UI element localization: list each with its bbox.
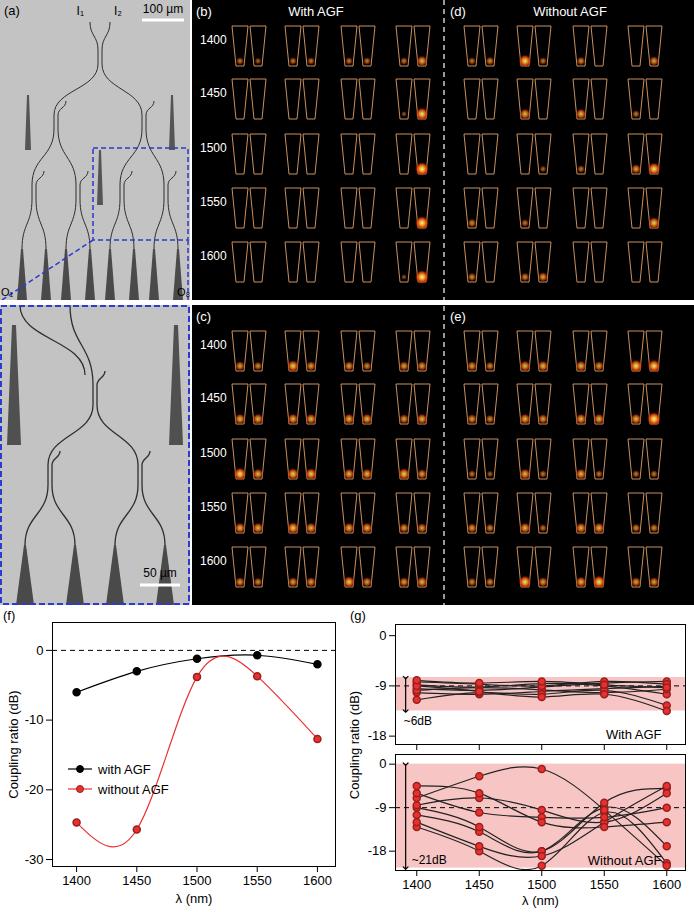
svg-text:50 µm: 50 µm: [143, 566, 177, 580]
html-text:(g): (g): [350, 608, 366, 623]
svg-text:With AGF: With AGF: [288, 4, 344, 19]
svg-text:1600: 1600: [303, 873, 332, 888]
svg-text:1400: 1400: [62, 873, 91, 888]
svg-text:Without AGF: Without AGF: [588, 853, 662, 868]
svg-text:1500: 1500: [200, 446, 227, 460]
svg-text:1500: 1500: [200, 141, 227, 155]
svg-text:~21dB: ~21dB: [412, 853, 447, 867]
svg-text:-18: -18: [368, 728, 387, 743]
svg-text:100 µm: 100 µm: [143, 2, 183, 16]
svg-text:-9: -9: [375, 800, 387, 815]
svg-text:-18: -18: [368, 843, 387, 858]
svg-text:(a): (a): [4, 3, 20, 18]
svg-text:1400: 1400: [402, 877, 431, 892]
svg-text:1550: 1550: [200, 195, 227, 209]
svg-text:0: 0: [379, 756, 386, 771]
svg-text:1550: 1550: [590, 877, 619, 892]
svg-text:(b): (b): [196, 4, 212, 19]
svg-text:without AGF: without AGF: [97, 782, 169, 797]
svg-text:With AGF: With AGF: [606, 727, 662, 742]
svg-text:O₈: O₈: [177, 286, 190, 298]
svg-text:1500: 1500: [527, 877, 556, 892]
svg-text:(d): (d): [450, 4, 466, 19]
svg-text:1450: 1450: [122, 873, 151, 888]
svg-text:-10: -10: [25, 712, 44, 727]
svg-text:with AGF: with AGF: [97, 762, 151, 777]
svg-text:1450: 1450: [465, 877, 494, 892]
svg-text:0: 0: [36, 643, 43, 658]
svg-text:I₁: I₁: [77, 4, 84, 18]
svg-text:-30: -30: [25, 852, 44, 867]
svg-text:1600: 1600: [200, 554, 227, 568]
svg-text:Without AGF: Without AGF: [533, 4, 607, 19]
svg-text:O₁: O₁: [1, 286, 14, 298]
svg-text:-20: -20: [25, 782, 44, 797]
svg-text:1400: 1400: [200, 338, 227, 352]
svg-text:-9: -9: [375, 678, 387, 693]
svg-text:I₂: I₂: [114, 4, 122, 18]
svg-text:0: 0: [379, 628, 386, 643]
svg-text:(e): (e): [450, 309, 466, 324]
svg-text:λ (nm): λ (nm): [522, 893, 559, 908]
svg-text:1600: 1600: [200, 249, 227, 263]
html-text:(f): (f): [3, 608, 16, 623]
svg-text:1450: 1450: [200, 391, 227, 405]
svg-text:1550: 1550: [200, 500, 227, 514]
svg-text:Coupling ratio (dB): Coupling ratio (dB): [6, 690, 21, 798]
svg-text:1400: 1400: [200, 33, 227, 47]
svg-text:Coupling ratio (dB): Coupling ratio (dB): [347, 691, 362, 799]
svg-text:1550: 1550: [243, 873, 272, 888]
svg-text:1450: 1450: [200, 86, 227, 100]
svg-text:~6dB: ~6dB: [404, 714, 432, 728]
svg-text:λ (nm): λ (nm): [176, 891, 213, 906]
svg-text:1600: 1600: [652, 877, 681, 892]
svg-text:1500: 1500: [183, 873, 212, 888]
svg-text:(c): (c): [196, 309, 211, 324]
